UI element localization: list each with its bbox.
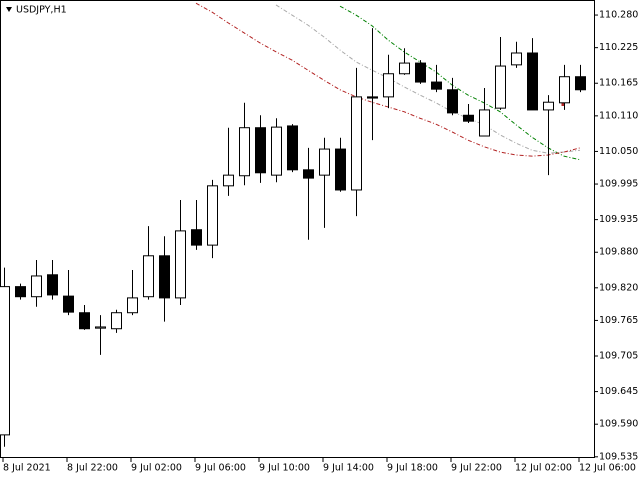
candle-body xyxy=(79,312,90,330)
candle-body xyxy=(111,312,122,330)
menu-triangle xyxy=(6,7,12,12)
x-tick-label: 8 Jul 2021 xyxy=(3,463,51,474)
y-tick-label: 109.880 xyxy=(599,247,638,258)
x-tick-label: 9 Jul 02:00 xyxy=(131,463,182,474)
candle-body xyxy=(351,96,362,191)
candle-body xyxy=(159,255,170,299)
y-tick-label: 109.705 xyxy=(599,351,638,362)
candle-body xyxy=(287,125,298,171)
y-tick-label: 109.820 xyxy=(599,282,638,293)
candle-body xyxy=(335,148,346,191)
candle-body xyxy=(191,229,202,246)
candle-body xyxy=(559,76,570,104)
candle-body xyxy=(47,274,58,296)
y-tick-label: 109.645 xyxy=(599,386,638,397)
y-tick-label: 110.280 xyxy=(599,10,638,21)
candle-body xyxy=(31,275,42,298)
candle-body xyxy=(303,169,314,179)
candle-body xyxy=(575,76,586,91)
candle-body xyxy=(511,52,522,66)
candle-body xyxy=(479,109,490,137)
plot-frame xyxy=(0,0,595,458)
candle-body xyxy=(463,114,474,122)
chart-title: USDJPY,H1 xyxy=(16,5,67,16)
candle-body xyxy=(255,127,266,174)
y-tick-label: 110.050 xyxy=(599,146,638,157)
y-tick-label: 110.225 xyxy=(599,42,638,53)
candle-body xyxy=(95,326,106,329)
candle-body xyxy=(447,89,458,114)
y-tick-label: 109.535 xyxy=(599,451,638,462)
x-tick-label: 9 Jul 10:00 xyxy=(259,463,310,474)
x-tick-label: 8 Jul 22:00 xyxy=(67,463,118,474)
x-tick-label: 12 Jul 06:00 xyxy=(579,463,636,474)
x-tick-label: 12 Jul 02:00 xyxy=(515,463,572,474)
x-tick-label: 9 Jul 22:00 xyxy=(451,463,502,474)
indicator-line xyxy=(339,5,581,161)
candle-body xyxy=(223,174,234,187)
y-tick-label: 109.765 xyxy=(599,315,638,326)
candle-body xyxy=(415,62,426,83)
candle-body xyxy=(495,65,506,109)
candle-body xyxy=(431,81,442,90)
candle-body xyxy=(367,96,378,99)
y-tick-label: 109.935 xyxy=(599,214,638,225)
candle-body xyxy=(383,73,394,98)
candle-body xyxy=(15,286,26,298)
y-tick-label: 110.110 xyxy=(599,110,638,121)
candle-body xyxy=(127,297,138,314)
candle-body xyxy=(239,127,250,177)
candle-body xyxy=(207,185,218,246)
y-tick-label: 109.995 xyxy=(599,179,638,190)
candle-body xyxy=(527,52,538,111)
candle-body xyxy=(0,286,10,436)
y-tick-label: 109.590 xyxy=(599,419,638,430)
candle-body xyxy=(319,148,330,176)
candle-body xyxy=(63,295,74,313)
candle-body xyxy=(143,255,154,298)
candle-body xyxy=(175,230,186,299)
candle-body xyxy=(399,62,410,75)
x-tick-label: 9 Jul 18:00 xyxy=(387,463,438,474)
candle-body xyxy=(271,126,282,176)
x-tick-label: 9 Jul 06:00 xyxy=(195,463,246,474)
x-tick-label: 9 Jul 14:00 xyxy=(323,463,374,474)
y-tick-label: 110.165 xyxy=(599,78,638,89)
candle-body xyxy=(543,101,554,111)
